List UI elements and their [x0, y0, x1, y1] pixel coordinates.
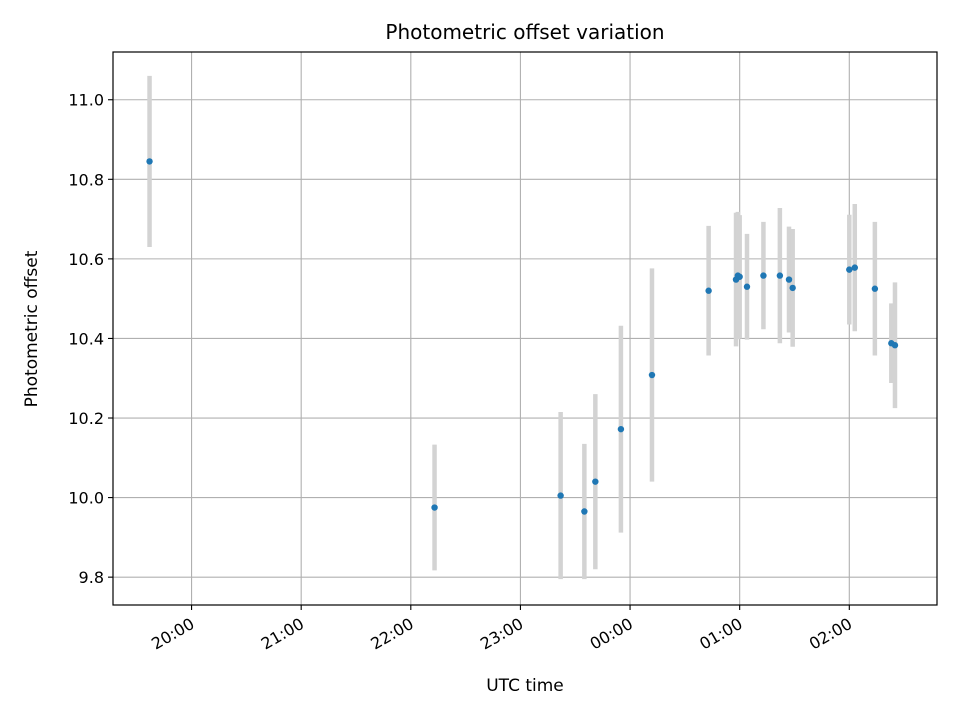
- data-point: [785, 276, 793, 283]
- y-tick-label: 10.8: [68, 170, 104, 189]
- data-point: [846, 266, 853, 273]
- y-tick-label: 10.2: [68, 409, 104, 428]
- y-axis-label: Photometric offset: [22, 250, 42, 407]
- data-point: [789, 284, 796, 292]
- data-point: [705, 287, 712, 294]
- data-point: [648, 371, 656, 379]
- data-point: [871, 285, 879, 292]
- data-point: [776, 272, 784, 279]
- data-point: [592, 478, 599, 485]
- data-point: [851, 264, 858, 271]
- data-point: [581, 508, 588, 515]
- plot-frame: [112, 51, 938, 606]
- data-point: [146, 158, 153, 165]
- y-axis-ticks: 9.8 10.0 10.2 10.4 10.6 10.8 11.0: [68, 91, 113, 587]
- data-point: [431, 504, 438, 511]
- y-tick-label: 11.0: [68, 91, 104, 110]
- y-tick-label: 10.0: [68, 489, 104, 508]
- data-point: [760, 272, 767, 279]
- x-axis-label: UTC time: [486, 676, 564, 696]
- data-points: [146, 158, 899, 515]
- data-point: [743, 283, 751, 290]
- y-tick-label: 9.8: [79, 568, 104, 587]
- y-tick-label: 10.6: [68, 250, 104, 269]
- data-point: [617, 425, 625, 433]
- chart-title: Photometric offset variation: [385, 20, 664, 44]
- data-point: [891, 342, 899, 349]
- data-point: [557, 492, 564, 499]
- data-point: [736, 273, 743, 280]
- y-tick-label: 10.4: [68, 329, 104, 348]
